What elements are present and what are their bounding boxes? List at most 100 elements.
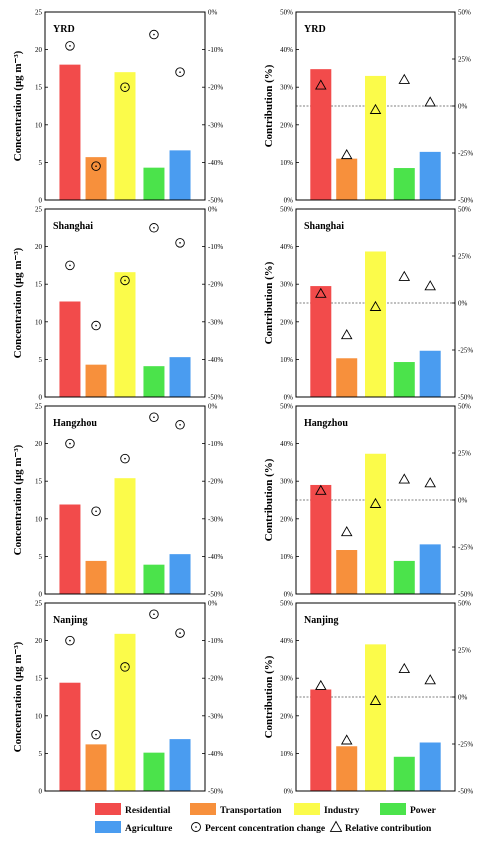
- bar-agriculture: [169, 357, 191, 397]
- y-tick-label: 5: [39, 159, 43, 167]
- bar-agriculture: [419, 151, 441, 200]
- marker-relative-contribution: [369, 694, 382, 705]
- bar-residential: [59, 682, 81, 791]
- marker-relative-contribution: [340, 148, 353, 160]
- y2-tick-label: -30%: [208, 121, 223, 129]
- marker-percent-change: [65, 260, 75, 271]
- marker-percent-change-dot: [124, 279, 126, 282]
- y2-tick-label: -40%: [208, 553, 223, 561]
- marker-relative-contribution: [398, 473, 411, 484]
- y2-tick-label: -40%: [208, 159, 223, 167]
- y-tick-label: 25: [35, 206, 43, 214]
- bar-transportation: [85, 744, 107, 791]
- marker-relative-contribution: [369, 103, 382, 114]
- bar-industry: [365, 251, 386, 397]
- bar-power: [393, 168, 415, 200]
- plot-frame: [44, 405, 206, 595]
- marker-percent-change-dot: [69, 45, 71, 47]
- marker-relative-contribution: [315, 484, 327, 495]
- bar-transportation: [336, 158, 358, 200]
- y-tick-label: 20: [35, 440, 43, 448]
- bar-power: [393, 756, 415, 791]
- y-tick-label: 30%: [280, 281, 293, 289]
- bar-industry: [365, 644, 386, 791]
- marker-percent-change-dot: [179, 242, 181, 244]
- legend-item-agriculture: Agriculture: [95, 821, 172, 834]
- marker-percent-change: [120, 662, 130, 672]
- marker-percent-change: [65, 438, 75, 449]
- marker-relative-contribution: [424, 280, 436, 291]
- y2-tick-label: 0%: [208, 600, 218, 608]
- y-tick-label: 25: [35, 403, 43, 411]
- y2-tick-label: 50%: [458, 600, 471, 608]
- marker-relative-contribution: [315, 679, 327, 690]
- marker-relative-contribution: [340, 329, 353, 340]
- panel-title: Nanjing: [53, 615, 87, 626]
- legend-swatch: [190, 803, 216, 815]
- y-axis-label: Contribution (%): [263, 655, 275, 738]
- y2-tick-label: -30%: [208, 318, 223, 326]
- bar-residential: [59, 504, 81, 594]
- legend-item-percent-concentration-change: Percent concentration change: [191, 822, 325, 834]
- marker-relative-contribution: [340, 526, 353, 537]
- chart-panel-yrd-contribution: 0% 10% 20% 30% 40% 50% -50% -25% 0% 25% 50% YRD Cont…: [263, 9, 473, 205]
- y-tick-label: 0%: [284, 197, 294, 205]
- y-axis-label: Concentration (μg m⁻³): [12, 50, 24, 161]
- bar-industry: [114, 633, 136, 791]
- marker-percent-change-dot: [153, 227, 155, 229]
- marker-relative-contribution: [424, 96, 436, 107]
- y-tick-label: 30%: [280, 478, 293, 486]
- marker-relative-contribution: [424, 674, 436, 685]
- y2-tick-label: -50%: [208, 197, 223, 205]
- bar-agriculture: [419, 742, 441, 791]
- legend-label: Relative contribution: [345, 824, 432, 834]
- plot-frame: [44, 602, 206, 792]
- marker-percent-change: [175, 67, 185, 77]
- marker-percent-change: [120, 82, 130, 92]
- y2-tick-label: 0%: [208, 403, 218, 411]
- bar-industry: [365, 453, 386, 594]
- chart-panel-hangzhou-contribution: 0% 10% 20% 30% 40% 50% -50% -25% 0% 25% 50% Hangzho…: [263, 403, 473, 599]
- y2-tick-label: -10%: [208, 243, 223, 251]
- y-axis-label: Concentration (μg m⁻³): [12, 641, 24, 752]
- y-tick-label: 25: [35, 600, 43, 608]
- y2-tick-label: 25%: [458, 253, 471, 261]
- y-tick-label: 0%: [284, 591, 294, 599]
- legend-swatch: [95, 821, 121, 833]
- y2-tick-label: -50%: [208, 591, 223, 599]
- legend-label: Industry: [324, 806, 360, 816]
- y-tick-label: 20%: [280, 318, 293, 326]
- bar-transportation: [336, 550, 358, 594]
- marker-relative-contribution: [398, 270, 411, 281]
- legend-label: Percent concentration change: [205, 824, 325, 834]
- panel-title: YRD: [53, 24, 75, 35]
- bar-residential: [310, 484, 332, 594]
- bar-power: [143, 752, 165, 791]
- marker-percent-change-dot: [95, 510, 97, 513]
- y-tick-label: 15: [35, 675, 43, 683]
- y2-tick-label: 0%: [458, 694, 468, 702]
- y2-tick-label: 25%: [458, 647, 471, 655]
- marker-percent-change-dot: [124, 86, 126, 88]
- marker-percent-change: [91, 320, 101, 331]
- bar-power: [143, 564, 165, 594]
- y-tick-label: 40%: [280, 440, 293, 448]
- marker-percent-change-dot: [179, 632, 181, 634]
- bar-residential: [59, 301, 81, 397]
- marker-percent-change: [149, 29, 159, 40]
- y2-tick-label: 0%: [458, 497, 468, 505]
- chart-panel-shanghai-concentration: 0 5 10 15 20 25 0% -10% -20% -30% -40% -50% Shanghai…: [12, 206, 223, 402]
- y2-tick-label: 0%: [208, 206, 218, 214]
- y2-tick-label: -10%: [208, 637, 223, 645]
- marker-relative-contribution: [315, 79, 327, 90]
- y2-tick-label: -30%: [208, 712, 223, 720]
- marker-percent-change: [91, 161, 101, 171]
- legend-triangle-icon: [329, 820, 343, 832]
- y-tick-label: 5: [39, 553, 43, 561]
- chart-panel-nanjing-contribution: 0% 10% 20% 30% 40% 50% -50% -25% 0% 25% 50% Nanjing…: [263, 600, 473, 796]
- y2-tick-label: -50%: [208, 788, 223, 796]
- y-tick-label: 0: [39, 591, 43, 599]
- y-tick-label: 50%: [280, 600, 293, 608]
- y2-tick-label: -25%: [458, 741, 473, 749]
- y-tick-label: 0%: [284, 788, 294, 796]
